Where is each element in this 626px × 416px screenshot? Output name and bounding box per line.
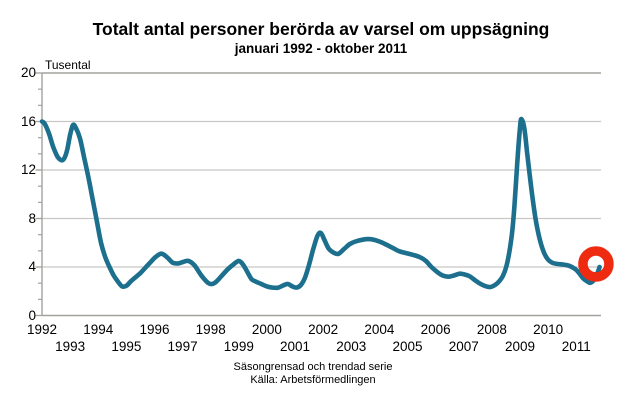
data-series-line [39,116,602,291]
y-tick-label: 8 [28,210,36,226]
x-tick-label: 2004 [364,322,395,337]
x-tick-label: 2011 [561,339,591,354]
y-tick-label: 20 [20,65,36,80]
x-tick-label: 2007 [448,339,479,354]
x-tick-label: 1992 [26,322,58,337]
x-tick-label: 1994 [83,322,114,337]
x-tick-label: 1993 [55,339,86,354]
chart-title: Totalt antal personer berörda av varsel … [92,19,550,39]
x-tick-label: 2006 [420,322,451,337]
y-tick-label: 12 [20,162,36,177]
x-tick-label: 2000 [251,322,282,337]
x-tick-label: 2005 [392,339,423,354]
x-tick-label: 1996 [139,322,170,337]
chart-subtitle: januari 1992 - oktober 2011 [234,41,408,56]
x-tick-label: 2002 [308,322,339,337]
y-tick-label: 16 [20,113,36,129]
x-tick-label: 1999 [223,339,254,354]
x-tick-label: 2001 [280,339,311,354]
chart-footnote-source: Källa: Arbetsförmedlingen [250,374,376,386]
x-tick-label: 1997 [167,339,198,354]
highlight-circle-annotation [578,246,614,282]
x-tick-label: 1995 [111,339,142,354]
x-tick-label: 2003 [336,339,367,354]
y-tick-label: 4 [28,259,36,274]
x-tick-label: 1998 [195,322,226,337]
x-tick-label: 2009 [504,339,536,354]
x-tick-label: 2008 [476,322,507,337]
y-axis-unit-label: Tusental [45,58,91,72]
x-tick-label: 2010 [533,322,564,337]
y-tick-label: 0 [28,307,36,323]
chart-footnote-series: Säsongrensad och trendad serie [233,361,393,373]
